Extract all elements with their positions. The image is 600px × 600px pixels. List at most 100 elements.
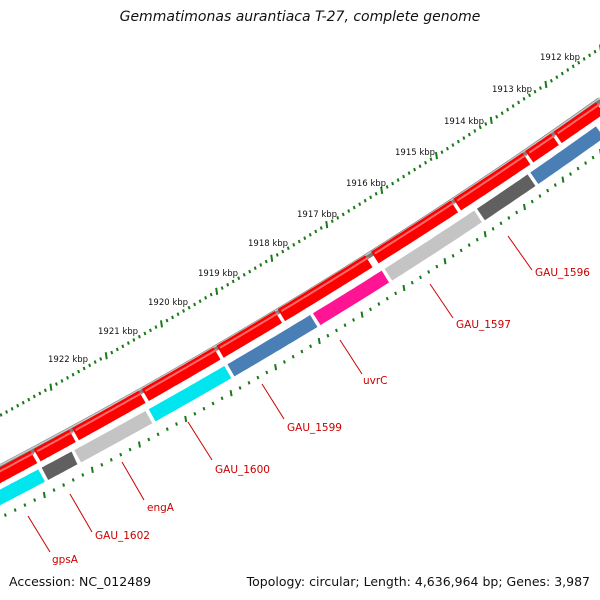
scale-tick — [270, 254, 274, 262]
tick-mark — [326, 333, 330, 338]
scale-tick — [281, 249, 285, 254]
scale-tick — [446, 146, 449, 151]
tick-mark — [394, 291, 398, 296]
tick-mark — [109, 457, 113, 462]
tick-mark — [360, 311, 364, 318]
tick-mark — [90, 466, 94, 474]
gene-label: GAU_1600 — [215, 464, 270, 476]
scale-tick — [82, 366, 86, 371]
scale-tick — [473, 129, 477, 133]
scale-tick — [154, 325, 158, 329]
tick-mark — [419, 275, 422, 280]
scale-tick — [385, 185, 389, 189]
tick-mark — [62, 483, 66, 487]
gene-leader-line — [121, 461, 145, 501]
cds-arrow-highlight — [557, 103, 600, 135]
tick-mark — [13, 508, 17, 512]
gene-block — [74, 410, 153, 463]
cds-arrow — [33, 429, 76, 462]
gene-label: engA — [147, 502, 175, 514]
scale-tick — [38, 391, 42, 396]
scale-tick — [435, 152, 438, 160]
scale-tick — [204, 296, 208, 300]
scale-tick — [330, 219, 334, 224]
tick-mark — [317, 337, 321, 345]
scale-tick — [88, 363, 92, 368]
tick-mark — [522, 203, 526, 211]
scale-label: 1913 kbp — [492, 85, 532, 95]
gene-leader-line — [27, 515, 51, 553]
tick-mark — [410, 280, 414, 285]
scale-tick — [560, 71, 564, 76]
tick-mark — [247, 380, 251, 385]
tick-mark — [193, 411, 197, 416]
scale-tick — [478, 125, 482, 130]
scale-label: 1916 kbp — [346, 179, 386, 189]
tick-mark — [499, 221, 503, 226]
tick-mark — [443, 258, 447, 265]
scale-tick — [275, 253, 279, 257]
cds-arrow — [141, 347, 221, 402]
scale-tick — [21, 400, 25, 405]
scale-tick — [467, 132, 471, 137]
gene-label: GAU_1602 — [95, 530, 150, 542]
tick-mark — [369, 307, 372, 312]
cds-arrow — [371, 200, 459, 264]
scale-tick — [160, 320, 163, 328]
tick-mark — [309, 344, 313, 349]
scale-tick — [303, 236, 307, 240]
gene-leader-line — [339, 339, 363, 375]
tick-mark — [467, 243, 471, 247]
scale-tick — [242, 273, 246, 277]
scale-tick — [77, 369, 81, 374]
cds-arrow — [72, 390, 146, 441]
tick-mark — [23, 503, 27, 507]
scale-label: 1919 kbp — [198, 269, 238, 279]
scale-tick — [407, 171, 411, 175]
tick-mark — [100, 463, 104, 467]
scale-tick — [489, 116, 493, 124]
tick-mark — [81, 473, 85, 477]
scale-tick — [533, 89, 537, 94]
tick-mark — [475, 237, 479, 242]
tick-mark — [402, 284, 406, 292]
scale-tick — [198, 299, 202, 303]
tick-mark — [165, 427, 169, 432]
scale-tick — [391, 181, 395, 186]
scale-tick — [341, 212, 345, 217]
scale-tick — [484, 122, 488, 126]
tick-mark — [352, 318, 355, 322]
scale-tick — [182, 309, 186, 313]
scale-tick — [209, 292, 213, 297]
tick-mark — [538, 194, 542, 198]
gene-block — [530, 126, 600, 185]
scale-tick — [402, 174, 406, 179]
scale-tick — [380, 186, 384, 195]
tick-mark — [300, 349, 304, 354]
scale-tick — [215, 287, 219, 295]
scale-tick — [588, 53, 592, 58]
tick-mark — [119, 452, 123, 457]
scale-label: 1922 kbp — [48, 355, 88, 365]
tick-mark — [515, 210, 519, 215]
gene-labels: GAU_1596 GAU_1597 uvrC GAU_1599 GAU_1600 engA… — [52, 267, 590, 566]
scale-tick — [165, 318, 169, 323]
scale-tick — [16, 403, 20, 408]
scale-tick — [253, 266, 257, 271]
tick-mark — [385, 296, 389, 301]
gene-leader-line — [507, 235, 533, 271]
cds-arrow — [216, 310, 283, 358]
scale-tick — [593, 49, 597, 54]
cds-arrow — [0, 450, 38, 484]
scale-tick — [115, 347, 119, 352]
scale-tick — [336, 216, 340, 220]
scale-tick — [93, 360, 97, 364]
scale-tick — [49, 383, 53, 391]
cds-arrow-highlight — [280, 256, 370, 312]
scale-tick — [292, 243, 296, 247]
tick-mark — [147, 437, 151, 442]
tick-mark — [156, 432, 160, 437]
scale-tick — [511, 104, 515, 108]
tick-mark — [435, 264, 439, 269]
scale-tick — [500, 111, 504, 116]
